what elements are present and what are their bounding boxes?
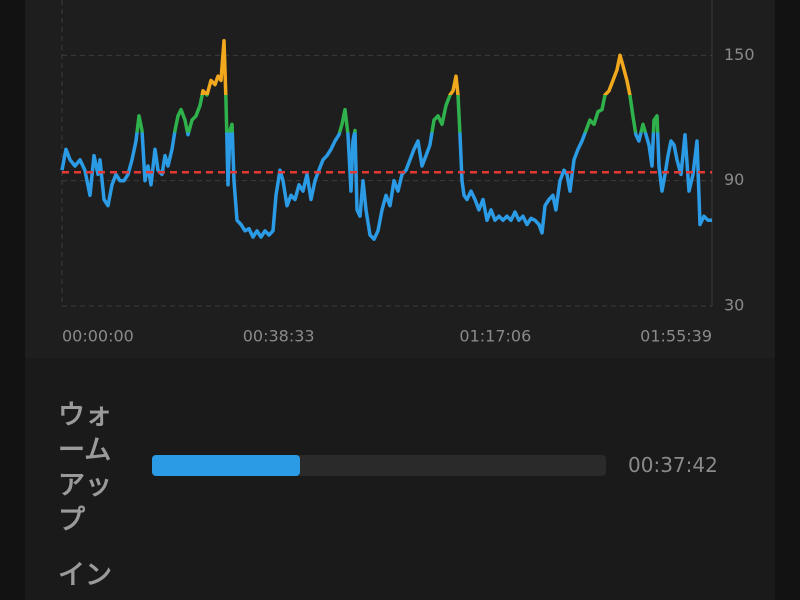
y-tick-label: 90	[724, 170, 744, 189]
y-tick-label: 150	[724, 45, 755, 64]
y-tick-label: 30	[724, 296, 744, 315]
zone-label: ウォームアップ	[58, 400, 112, 536]
zone-time: 00:37:42	[628, 453, 718, 477]
x-tick-label: 00:38:33	[243, 327, 315, 346]
x-tick-label: 00:00:00	[62, 327, 134, 346]
zone-label: イン	[58, 560, 112, 591]
x-tick-label: 01:55:39	[640, 327, 712, 346]
heart-rate-line	[60, 38, 712, 241]
zone-bar	[152, 455, 300, 476]
x-tick-label: 01:17:06	[459, 327, 531, 346]
